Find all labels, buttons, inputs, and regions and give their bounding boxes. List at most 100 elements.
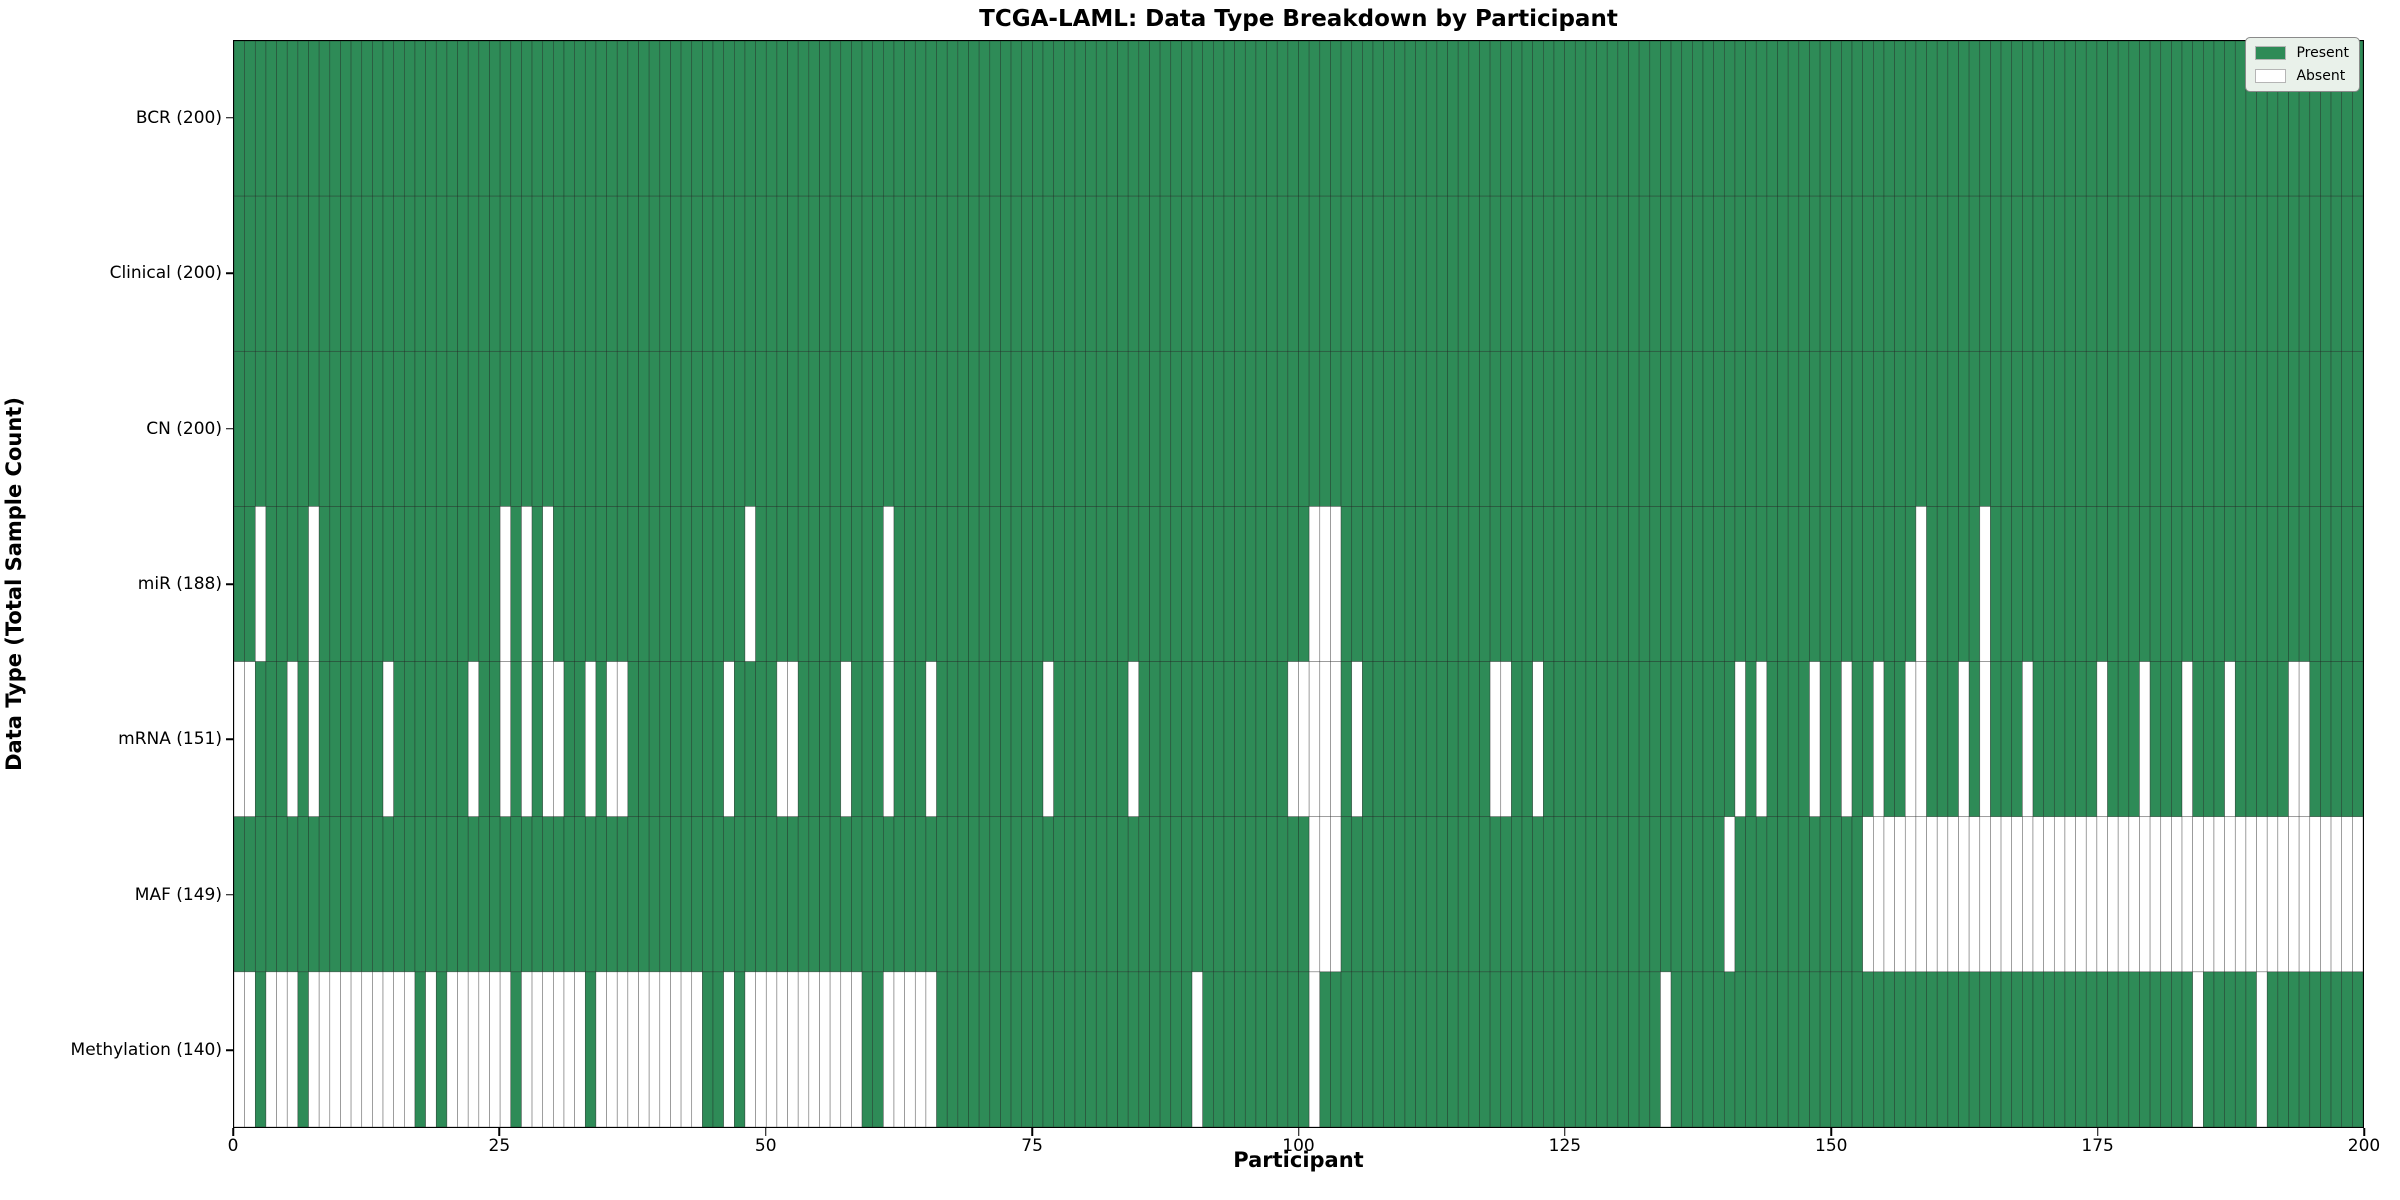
heatmap-cell [968, 661, 980, 818]
heatmap-cell [638, 506, 650, 662]
heatmap-cell [1340, 661, 1353, 818]
heatmap-cell [1670, 350, 1683, 507]
heatmap-cell [2277, 661, 2289, 818]
heatmap-cell [510, 816, 522, 973]
heatmap-cell [1415, 195, 1427, 352]
heatmap-cell [2309, 971, 2321, 1127]
heatmap-cell [1979, 816, 1991, 973]
heatmap-cell [968, 506, 980, 662]
heatmap-cell [787, 661, 799, 818]
heatmap-cell [1042, 350, 1054, 507]
heatmap-cell [1926, 661, 1938, 818]
heatmap-cell [1809, 816, 1821, 973]
heatmap-row-clinical [234, 195, 2363, 352]
heatmap-cell [702, 816, 714, 973]
heatmap-cell [1787, 971, 1800, 1127]
heatmap-cell [1904, 350, 1917, 507]
heatmap-cell [2341, 195, 2353, 352]
heatmap-cell [957, 350, 969, 507]
heatmap-cell [1319, 661, 1331, 818]
heatmap-cell [1138, 816, 1150, 973]
heatmap-cell [1287, 816, 1299, 973]
heatmap-cell [1127, 41, 1140, 197]
heatmap-cell [1064, 506, 1076, 662]
heatmap-cell [574, 195, 586, 352]
heatmap-cell [2341, 506, 2353, 662]
heatmap-cell [1234, 350, 1246, 507]
heatmap-cell [1734, 816, 1746, 973]
heatmap-cell [1841, 971, 1853, 1127]
heatmap-cell [1628, 661, 1640, 818]
heatmap-cell [2330, 661, 2343, 818]
heatmap-cell [563, 195, 575, 352]
heatmap-cell [1574, 350, 1587, 507]
heatmap-cell [1585, 506, 1597, 662]
heatmap-cell [638, 971, 650, 1127]
heatmap-cell [1734, 41, 1746, 197]
heatmap-cell [1436, 41, 1448, 197]
heatmap-cell [1064, 350, 1076, 507]
heatmap-cell [521, 506, 533, 662]
heatmap-cell [2298, 195, 2311, 352]
heatmap-cell [1958, 195, 1970, 352]
heatmap-cell [925, 661, 937, 818]
heatmap-cell [670, 41, 682, 197]
heatmap-cell [734, 816, 746, 973]
heatmap-cell [1883, 195, 1895, 352]
heatmap-cell [946, 41, 959, 197]
heatmap-cell [1830, 195, 1842, 352]
heatmap-cell [340, 816, 352, 973]
heatmap-cell [446, 661, 458, 818]
heatmap-cell [659, 971, 671, 1127]
heatmap-cell [1032, 661, 1044, 818]
heatmap-cell [872, 971, 884, 1127]
heatmap-cell [1670, 195, 1683, 352]
heatmap-cell [1979, 971, 1991, 1127]
heatmap-cell [1883, 816, 1895, 973]
heatmap-cell [1149, 506, 1161, 662]
heatmap-cell [2330, 195, 2343, 352]
heatmap-cell [1670, 661, 1683, 818]
heatmap-cell [1915, 506, 1927, 662]
heatmap-cell [1042, 195, 1054, 352]
heatmap-cell [1894, 971, 1906, 1127]
heatmap-cell [1617, 41, 1629, 197]
heatmap-cell [1149, 41, 1161, 197]
heatmap-cell [1500, 971, 1512, 1127]
heatmap-cell [606, 195, 618, 352]
heatmap-cell [478, 661, 490, 818]
heatmap-cell [2043, 816, 2055, 973]
heatmap-cell [989, 816, 1001, 973]
heatmap-cell [1841, 661, 1853, 818]
heatmap-cell [1787, 195, 1800, 352]
heatmap-cell [595, 195, 607, 352]
heatmap-cell [1127, 661, 1140, 818]
heatmap-cell [1351, 971, 1363, 1127]
heatmap-cell [1149, 661, 1161, 818]
heatmap-cell [638, 41, 650, 197]
heatmap-cell [1500, 195, 1512, 352]
heatmap-cell [1021, 195, 1033, 352]
heatmap-cell [2149, 816, 2162, 973]
heatmap-cell [1543, 661, 1555, 818]
heatmap-cell [2203, 816, 2215, 973]
heatmap-cell [286, 350, 299, 507]
heatmap-cell [702, 506, 714, 662]
heatmap-cell [499, 41, 512, 197]
heatmap-cell [1351, 41, 1363, 197]
heatmap-cell [946, 971, 959, 1127]
heatmap-cell [2053, 195, 2066, 352]
heatmap-cell [1234, 816, 1246, 973]
heatmap-cell [2128, 41, 2140, 197]
heatmap-cell [1127, 350, 1140, 507]
heatmap-cell [254, 506, 267, 662]
heatmap-cell [340, 41, 352, 197]
heatmap-cell [457, 816, 469, 973]
heatmap-cell [989, 350, 1001, 507]
heatmap-cell [1724, 661, 1736, 818]
heatmap-cell [1489, 41, 1502, 197]
y-tick-label: BCR (200) [135, 107, 222, 128]
y-tick-mark [226, 116, 233, 119]
heatmap-cell [2032, 350, 2044, 507]
heatmap-cell [478, 971, 490, 1127]
